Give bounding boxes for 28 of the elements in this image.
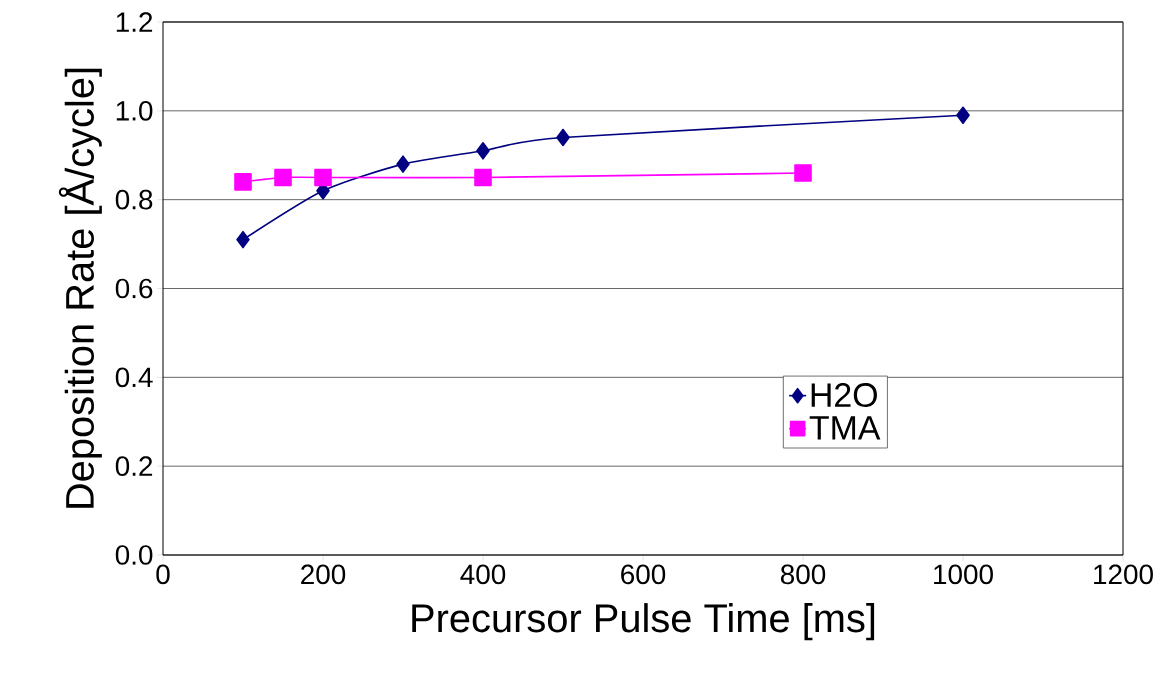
y-tick-label: 0.6 xyxy=(115,278,153,299)
y-axis-title: Deposition Rate [Å/cycle] xyxy=(58,68,102,508)
x-tick-label: 800 xyxy=(780,564,826,585)
y-tick-label: 0.2 xyxy=(115,456,153,477)
legend-label: H2O xyxy=(811,383,877,408)
x-tick-label: 1000 xyxy=(934,564,993,585)
point xyxy=(556,128,570,147)
x-tick-label: 400 xyxy=(460,564,506,585)
y-tick-label: 1.0 xyxy=(116,100,153,121)
x-tick-label: 1200 xyxy=(1094,564,1153,585)
y-tick-label: 0.0 xyxy=(115,545,153,565)
x-axis-title: Precursor Pulse Time [ms] xyxy=(412,603,875,641)
point xyxy=(314,168,332,187)
point xyxy=(794,164,812,182)
point xyxy=(274,168,292,187)
x-tick-label: 0 xyxy=(156,564,170,585)
x-tick-label: 600 xyxy=(621,564,666,585)
y-tick-label: 0.4 xyxy=(115,367,153,388)
x-tick-label: 200 xyxy=(301,564,346,585)
point xyxy=(236,230,250,249)
point xyxy=(474,168,492,187)
legend-label: TMA xyxy=(809,416,881,440)
point xyxy=(476,142,490,160)
point xyxy=(956,106,970,125)
y-tick-label: 0.8 xyxy=(115,189,153,210)
y-tick-label: 1.2 xyxy=(116,12,153,32)
point xyxy=(396,155,410,173)
point xyxy=(234,173,252,191)
